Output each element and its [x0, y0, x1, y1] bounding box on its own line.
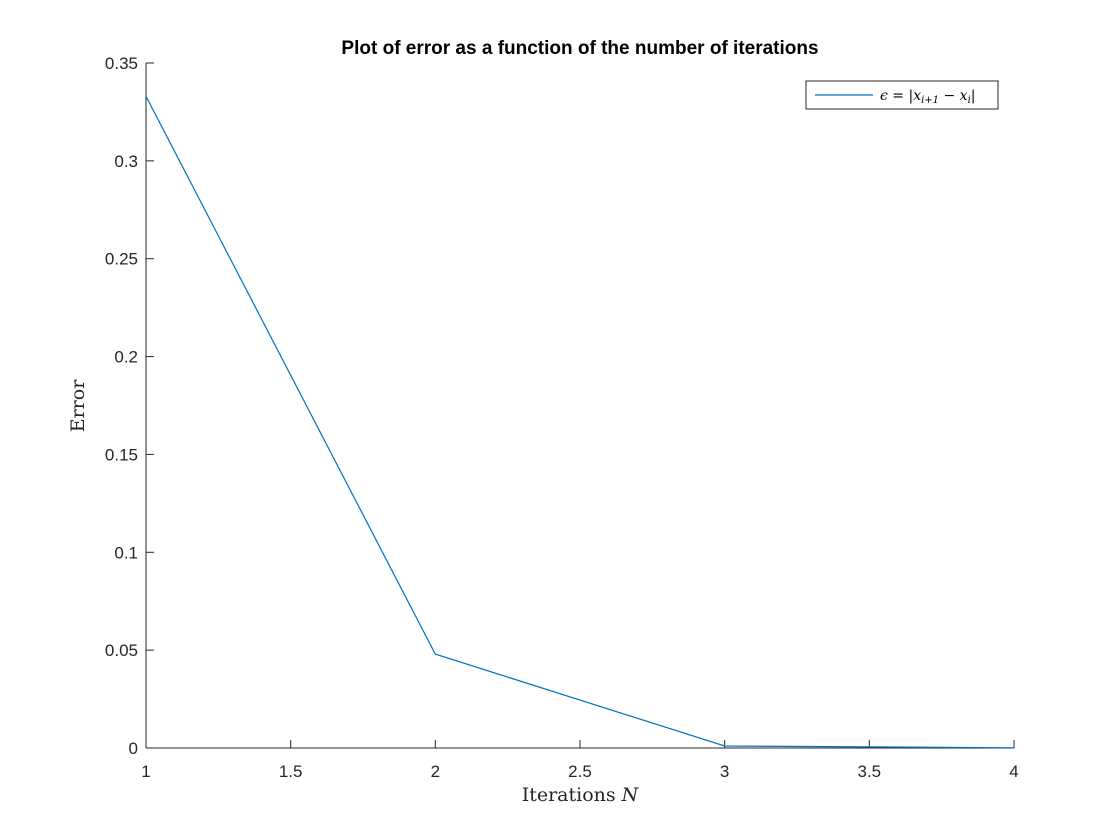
y-tick-label: 0.25: [105, 250, 138, 269]
series-point: [145, 95, 147, 97]
y-axis-label: Error: [67, 379, 89, 432]
y-tick-label: 0.35: [105, 54, 138, 73]
x-tick-label: 4: [1009, 762, 1018, 781]
y-tick-label: 0.1: [114, 543, 138, 562]
y-tick-label: 0.2: [114, 348, 138, 367]
series-line: [145, 96, 1015, 749]
x-tick-label: 1.5: [279, 762, 303, 781]
x-axis-label: Iterations N: [522, 784, 640, 806]
x-axis-ticks: 1 1.5 2 2.5 3 3.5 4: [141, 740, 1019, 781]
series-point: [434, 653, 436, 655]
x-tick-label: 3: [720, 762, 729, 781]
series-point: [1013, 747, 1015, 749]
legend: ϵ = |xi+1 − xi|: [805, 80, 999, 110]
x-tick-label: 2: [431, 762, 440, 781]
y-tick-label: 0.15: [105, 445, 138, 464]
plot-area: [146, 63, 1014, 748]
x-tick-label: 3.5: [858, 762, 882, 781]
y-axis-ticks: 0 0.05 0.1 0.15 0.2 0.25 0.3 0.35: [105, 54, 154, 758]
y-tick-label: 0.3: [114, 152, 138, 171]
y-tick-label: 0: [129, 739, 138, 758]
legend-label: ϵ = |xi+1 − xi|: [880, 88, 976, 106]
chart-title: Plot of error as a function of the numbe…: [341, 38, 818, 59]
series-point: [724, 745, 726, 747]
x-tick-label: 2.5: [568, 762, 592, 781]
x-tick-label: 1: [141, 762, 150, 781]
y-tick-label: 0.05: [105, 641, 138, 660]
series-layer: [145, 95, 1015, 749]
